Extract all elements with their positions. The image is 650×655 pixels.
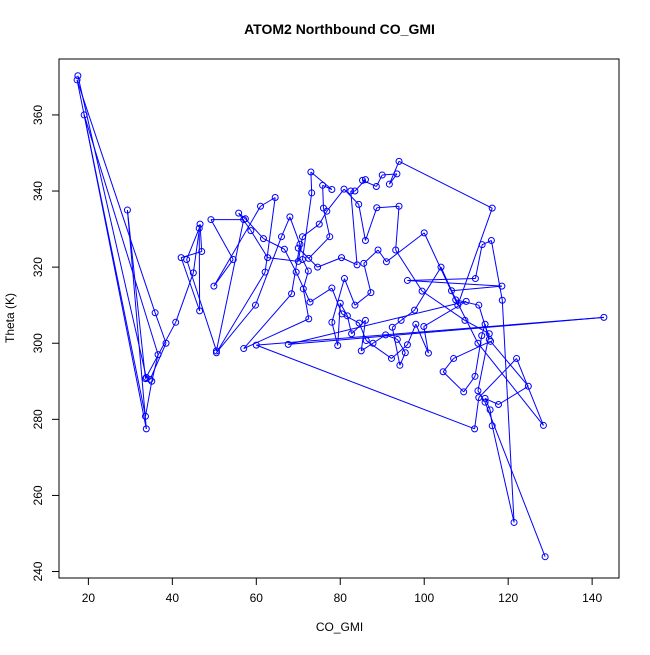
x-axis-label: CO_GMI [316,620,363,634]
x-tick-label: 80 [334,591,348,605]
x-tick-label: 60 [250,591,264,605]
x-tick-label: 40 [166,591,180,605]
x-tick-label: 140 [582,591,602,605]
y-tick-label: 340 [31,181,45,201]
y-tick-label: 260 [31,485,45,505]
y-tick-label: 280 [31,409,45,429]
y-tick-label: 300 [31,333,45,353]
x-tick-label: 20 [82,591,96,605]
y-tick-label: 240 [31,561,45,581]
chart-title: ATOM2 Northbound CO_GMI [244,21,435,37]
y-tick-label: 360 [31,105,45,125]
y-axis-label: Theta (K) [3,293,17,343]
x-tick-label: 120 [498,591,518,605]
x-tick-label: 100 [414,591,434,605]
y-tick-label: 320 [31,257,45,277]
